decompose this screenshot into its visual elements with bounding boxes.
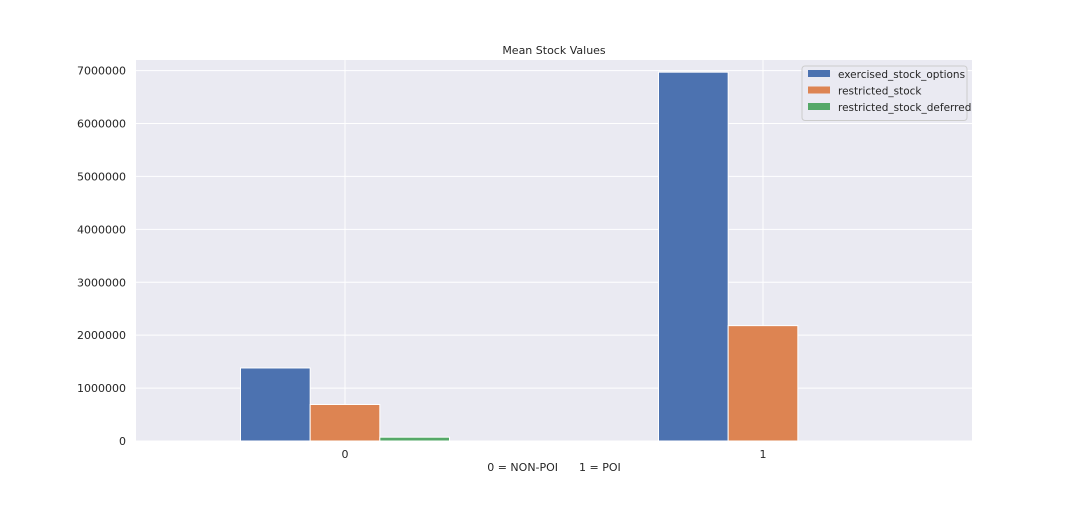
legend: exercised_stock_options restricted_stockr… — [801, 65, 971, 121]
legend-label: restricted_stock — [838, 86, 922, 98]
legend-label: restricted_stock_deferred — [838, 102, 971, 114]
bar-exercised_stock_options-1 — [658, 71, 729, 442]
legend-box — [801, 65, 968, 121]
x-tick-label: 1 — [760, 448, 767, 461]
y-tick-label: 0 — [119, 435, 126, 448]
bar-exercised_stock_options-0 — [240, 367, 311, 442]
legend-label: exercised_stock_options — [838, 69, 965, 81]
bar-restricted_stock-1 — [727, 325, 799, 442]
y-tick-label: 6000000 — [77, 118, 126, 131]
x-axis-label: 0 = NON-POI 1 = POI — [487, 461, 621, 474]
legend-swatch — [808, 103, 830, 110]
y-tick-label: 3000000 — [77, 276, 126, 289]
chart-title: Mean Stock Values — [502, 44, 606, 57]
legend-swatch — [808, 86, 830, 94]
y-tick-labels: 0 1000000 2000000 3000000 4000000 5000000 6000… — [77, 65, 126, 448]
bar-restricted_stock-0 — [309, 403, 381, 442]
bars — [240, 71, 799, 442]
y-tick-label: 1000000 — [77, 382, 126, 395]
x-tick-label: 0 — [342, 448, 349, 461]
legend-swatch — [808, 70, 830, 77]
bar-restricted_stock_deferred-0 — [379, 436, 451, 442]
y-tick-label: 2000000 — [77, 329, 126, 342]
y-tick-label: 7000000 — [77, 65, 126, 78]
y-tick-label: 5000000 — [77, 170, 126, 183]
y-tick-label: 4000000 — [77, 223, 126, 236]
